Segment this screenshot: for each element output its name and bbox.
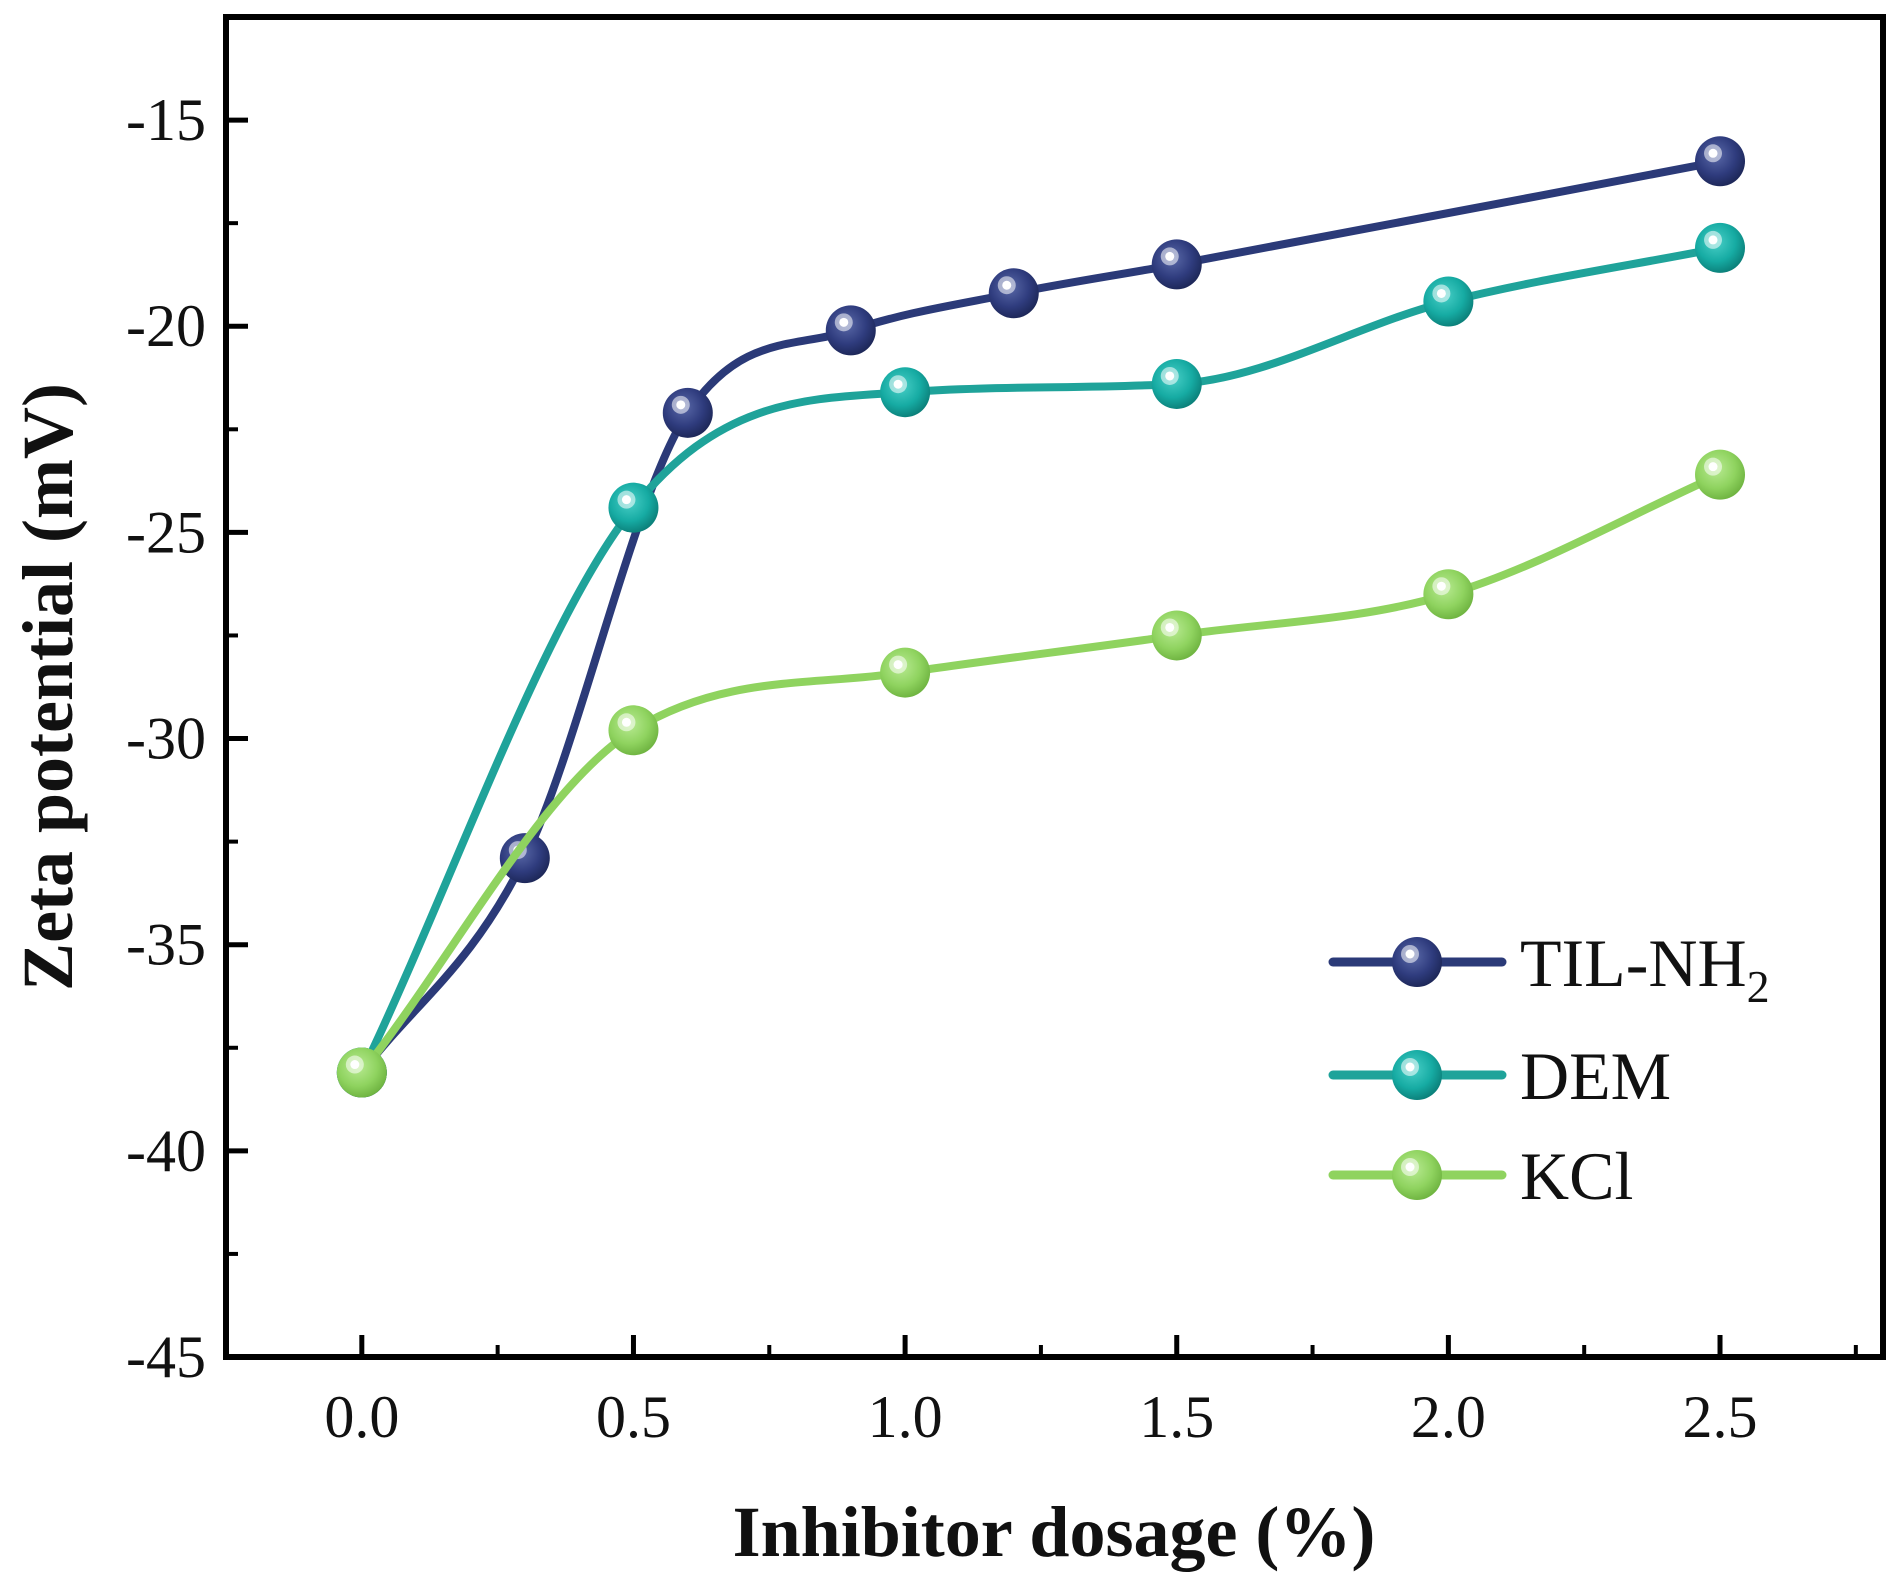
series-layer	[336, 136, 1746, 1098]
x-tick-label: 0.5	[596, 1384, 671, 1450]
x-tick-label: 0.0	[324, 1384, 399, 1450]
y-tick-label: -20	[126, 293, 206, 359]
legend: TIL-NH2 DEM KCl	[1328, 925, 1770, 1214]
y-tick-label: -40	[126, 1118, 206, 1184]
x-tick-label: 2.5	[1683, 1384, 1758, 1450]
legend-item: KCl	[1328, 1138, 1633, 1214]
legend-marker	[1392, 1150, 1442, 1200]
y-tick-label: -45	[126, 1324, 206, 1390]
data-point	[825, 305, 876, 356]
data-point	[1695, 449, 1746, 500]
data-point	[880, 367, 931, 418]
x-tick-label: 2.0	[1411, 1384, 1486, 1450]
y-tick-label: -30	[126, 706, 206, 772]
data-point	[336, 1047, 387, 1098]
data-point	[608, 705, 659, 756]
data-point	[988, 268, 1039, 319]
legend-item: TIL-NH2	[1328, 925, 1770, 1012]
legend-label: DEM	[1520, 1038, 1671, 1114]
data-point	[608, 482, 659, 533]
data-point	[1423, 569, 1474, 620]
series-line	[357, 470, 1725, 1077]
data-point	[1695, 136, 1746, 187]
legend-marker	[1392, 937, 1442, 987]
axes-layer	[223, 14, 1886, 1360]
data-point	[880, 647, 931, 698]
plot-frame	[223, 14, 1886, 1360]
data-point	[1695, 222, 1746, 273]
y-tick-label: -35	[126, 912, 206, 978]
series-line	[357, 243, 1725, 1077]
x-tick-label: 1.0	[868, 1384, 943, 1450]
x-axis-title: Inhibitor dosage (%)	[733, 1492, 1376, 1572]
y-tick-label: -15	[126, 87, 206, 153]
ticks-layer: 0.0 0.5 1.0 1.5 2.0 2.5 -45 -40 -35 -30 -25 -20 -15	[126, 15, 1858, 1450]
series-kcl	[336, 449, 1746, 1098]
legend-label: TIL-NH2	[1520, 925, 1770, 1012]
legend-label: KCl	[1520, 1138, 1633, 1214]
data-point	[1151, 610, 1202, 661]
series-til-nh	[336, 136, 1746, 1098]
y-axis-title: Zeta potential (mV)	[8, 383, 88, 991]
data-point	[1423, 276, 1474, 327]
data-point	[1151, 358, 1202, 409]
data-point	[662, 387, 713, 438]
data-point	[1151, 239, 1202, 290]
x-tick-label: 1.5	[1139, 1384, 1214, 1450]
legend-item: DEM	[1328, 1038, 1671, 1114]
y-tick-label: -25	[126, 499, 206, 565]
legend-marker	[1392, 1050, 1442, 1100]
